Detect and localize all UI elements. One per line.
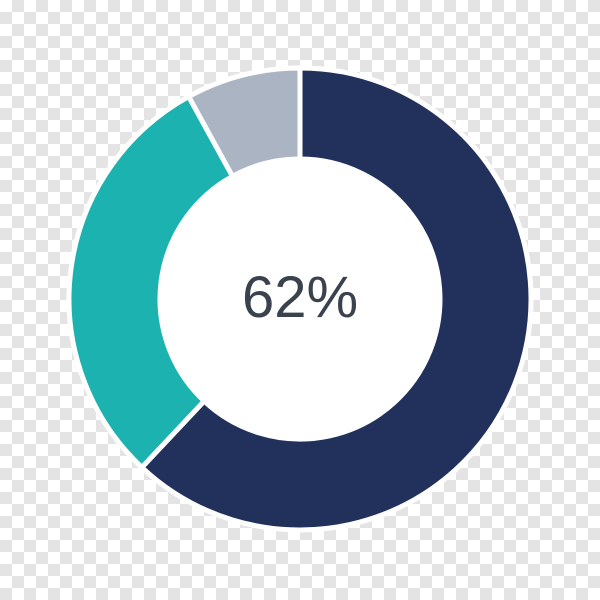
donut-hole (158, 157, 442, 441)
donut-segment-1 (138, 65, 534, 533)
donut-segment-3 (185, 65, 303, 180)
donut-segment-2 (66, 93, 236, 471)
donut-center-percentage-label: 62% (241, 265, 359, 331)
